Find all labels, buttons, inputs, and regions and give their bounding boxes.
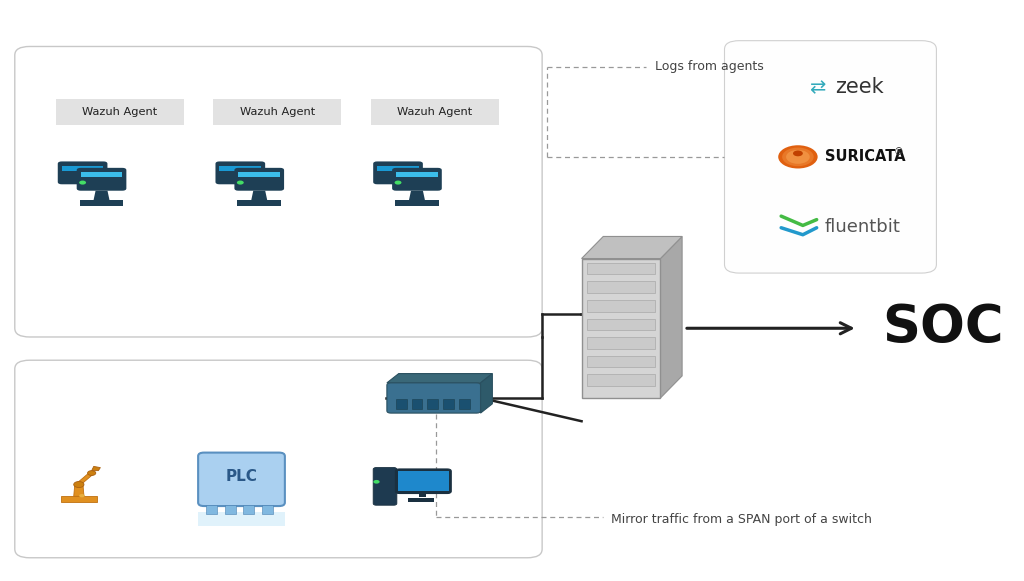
FancyBboxPatch shape [80, 200, 124, 206]
FancyBboxPatch shape [371, 99, 499, 125]
FancyBboxPatch shape [588, 374, 654, 386]
FancyBboxPatch shape [582, 259, 660, 398]
Polygon shape [251, 191, 267, 200]
FancyBboxPatch shape [57, 162, 108, 184]
FancyBboxPatch shape [412, 399, 422, 409]
FancyBboxPatch shape [61, 166, 103, 171]
FancyBboxPatch shape [392, 168, 441, 191]
FancyBboxPatch shape [588, 281, 654, 293]
FancyBboxPatch shape [81, 172, 123, 177]
FancyBboxPatch shape [588, 263, 654, 274]
FancyBboxPatch shape [395, 469, 452, 493]
FancyBboxPatch shape [60, 496, 97, 502]
Circle shape [786, 150, 810, 164]
Text: SOC: SOC [883, 302, 1004, 354]
Circle shape [793, 150, 803, 156]
FancyBboxPatch shape [215, 162, 265, 184]
FancyBboxPatch shape [373, 162, 423, 184]
Circle shape [79, 181, 86, 185]
FancyBboxPatch shape [588, 356, 654, 367]
FancyBboxPatch shape [198, 512, 285, 526]
FancyBboxPatch shape [373, 468, 397, 505]
Text: Wazuh Agent: Wazuh Agent [397, 107, 473, 117]
Text: Mirror traffic from a SPAN port of a switch: Mirror traffic from a SPAN port of a swi… [611, 514, 872, 526]
Text: ®: ® [894, 146, 903, 157]
FancyBboxPatch shape [238, 200, 282, 206]
Circle shape [237, 181, 244, 185]
Polygon shape [660, 236, 682, 398]
Circle shape [374, 480, 380, 483]
FancyBboxPatch shape [397, 471, 449, 492]
Circle shape [782, 148, 814, 166]
Circle shape [88, 471, 96, 475]
FancyBboxPatch shape [588, 318, 654, 330]
FancyBboxPatch shape [396, 172, 438, 177]
FancyBboxPatch shape [244, 505, 254, 514]
FancyBboxPatch shape [377, 166, 419, 171]
FancyBboxPatch shape [198, 453, 285, 506]
FancyBboxPatch shape [408, 498, 434, 502]
FancyBboxPatch shape [395, 200, 439, 206]
FancyBboxPatch shape [443, 399, 454, 409]
FancyBboxPatch shape [419, 492, 426, 497]
Circle shape [74, 482, 84, 487]
FancyBboxPatch shape [206, 505, 217, 514]
FancyBboxPatch shape [77, 168, 126, 191]
FancyBboxPatch shape [224, 505, 236, 514]
Text: PLC: PLC [225, 469, 257, 484]
FancyBboxPatch shape [234, 168, 284, 191]
Text: ⇄: ⇄ [809, 78, 825, 96]
FancyBboxPatch shape [55, 99, 183, 125]
Circle shape [778, 145, 817, 168]
Polygon shape [582, 236, 682, 259]
FancyBboxPatch shape [588, 300, 654, 311]
Text: Logs from agents: Logs from agents [655, 60, 764, 73]
FancyBboxPatch shape [239, 172, 281, 177]
Text: Wazuh Agent: Wazuh Agent [240, 107, 315, 117]
Polygon shape [93, 191, 110, 200]
Circle shape [394, 181, 401, 185]
Polygon shape [92, 467, 100, 471]
FancyBboxPatch shape [262, 505, 273, 514]
Text: Wazuh Agent: Wazuh Agent [82, 107, 158, 117]
FancyBboxPatch shape [588, 337, 654, 349]
FancyBboxPatch shape [459, 399, 470, 409]
FancyBboxPatch shape [395, 399, 407, 409]
FancyBboxPatch shape [219, 166, 261, 171]
Text: fluentbit: fluentbit [824, 218, 900, 235]
Polygon shape [387, 374, 493, 383]
Polygon shape [74, 485, 84, 496]
FancyBboxPatch shape [427, 399, 438, 409]
FancyBboxPatch shape [213, 99, 341, 125]
Polygon shape [480, 374, 493, 413]
FancyBboxPatch shape [725, 41, 936, 273]
Text: zeek: zeek [836, 77, 884, 97]
Text: SURICATA: SURICATA [824, 149, 905, 164]
Polygon shape [76, 472, 95, 485]
Circle shape [79, 494, 85, 497]
Polygon shape [409, 191, 425, 200]
FancyBboxPatch shape [387, 383, 480, 413]
